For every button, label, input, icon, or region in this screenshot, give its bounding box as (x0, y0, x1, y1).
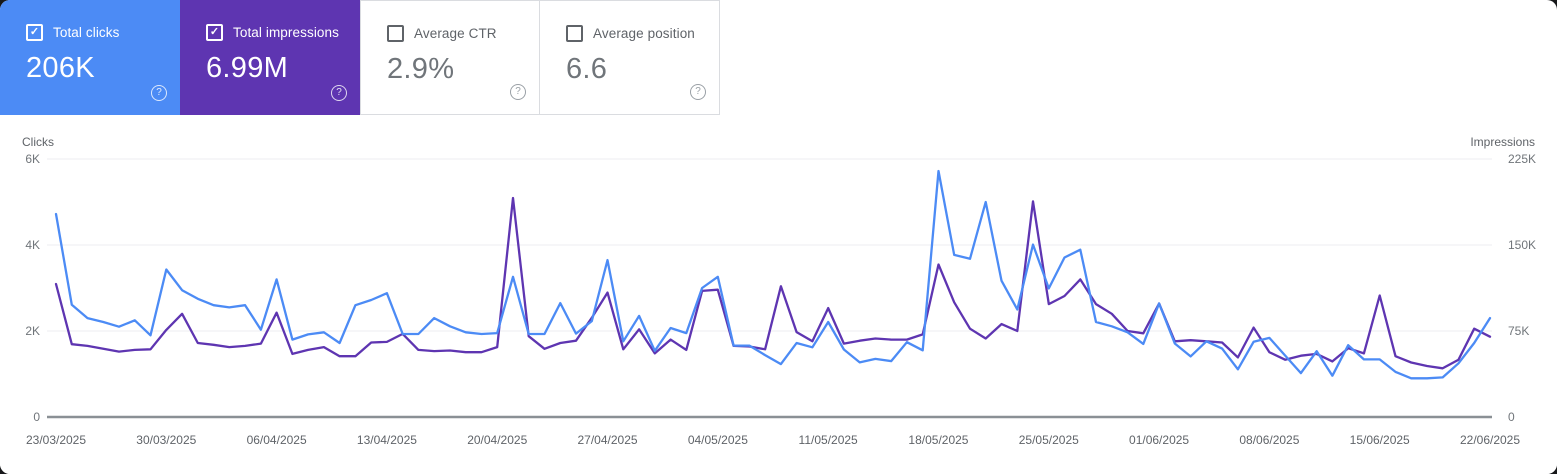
date-label: 22/06/2025 (1459, 433, 1521, 447)
metric-cards: ✓ Total clicks 206K ? ✓ Total impression… (0, 0, 1557, 115)
card-total-clicks[interactable]: ✓ Total clicks 206K ? (0, 0, 180, 115)
performance-chart[interactable]: Clicks Impressions 6K 4K 2K 0 225K 150K 75K 0 23… (0, 115, 1557, 474)
average-position-checkbox[interactable] (566, 25, 583, 42)
date-label: 06/04/2025 (246, 433, 307, 447)
average-ctr-value: 2.9% (387, 53, 455, 85)
date-label: 11/05/2025 (798, 433, 858, 447)
total-clicks-label: Total clicks (53, 25, 120, 40)
clicks-line (54, 169, 1492, 380)
axis-tick-label: 0 (1508, 410, 1515, 424)
date-label: 01/06/2025 (1129, 433, 1190, 447)
date-label: 30/03/2025 (136, 433, 197, 447)
axis-tick-label: 75K (1508, 324, 1530, 338)
axis-tick-label: 225K (1508, 152, 1537, 166)
date-label: 25/05/2025 (1018, 433, 1079, 447)
total-impressions-label: Total impressions (233, 25, 339, 40)
date-label: 15/06/2025 (1349, 433, 1410, 447)
card-average-ctr[interactable]: Average CTR 2.9% ? (360, 0, 540, 115)
card-header: ✓ Total impressions (206, 24, 360, 41)
average-position-label: Average position (593, 26, 695, 41)
date-label: 27/04/2025 (577, 433, 638, 447)
card-average-position[interactable]: Average position 6.6 ? (540, 0, 720, 115)
date-label: 20/04/2025 (467, 433, 528, 447)
help-icon[interactable]: ? (331, 85, 347, 101)
right-axis-title: Impressions (1470, 135, 1535, 149)
average-ctr-label: Average CTR (414, 26, 497, 41)
total-impressions-value: 6.99M (206, 52, 289, 84)
total-clicks-checkbox[interactable]: ✓ (26, 24, 43, 41)
date-label: 04/05/2025 (687, 433, 748, 447)
help-icon[interactable]: ? (151, 85, 167, 101)
card-total-impressions[interactable]: ✓ Total impressions 6.99M ? (180, 0, 360, 115)
axis-tick-label: 4K (25, 238, 40, 252)
average-position-value: 6.6 (566, 53, 608, 85)
average-ctr-checkbox[interactable] (387, 25, 404, 42)
total-impressions-checkbox[interactable]: ✓ (206, 24, 223, 41)
date-label: 18/05/2025 (908, 433, 969, 447)
date-label: 23/03/2025 (25, 433, 87, 447)
axis-tick-label: 6K (25, 152, 40, 166)
date-label: 08/06/2025 (1239, 433, 1300, 447)
help-icon[interactable]: ? (690, 84, 706, 100)
axis-tick-label: 2K (25, 324, 40, 338)
axis-tick-label: 0 (33, 410, 40, 424)
total-clicks-value: 206K (26, 52, 95, 84)
left-axis-title: Clicks (22, 135, 54, 149)
card-header: Average position (566, 25, 719, 42)
axis-tick-label: 150K (1508, 238, 1537, 252)
date-label: 13/04/2025 (356, 433, 417, 447)
impressions-line (54, 196, 1492, 370)
chart-canvas[interactable] (0, 115, 1557, 474)
card-header: Average CTR (387, 25, 539, 42)
help-icon[interactable]: ? (510, 84, 526, 100)
card-header: ✓ Total clicks (26, 24, 180, 41)
